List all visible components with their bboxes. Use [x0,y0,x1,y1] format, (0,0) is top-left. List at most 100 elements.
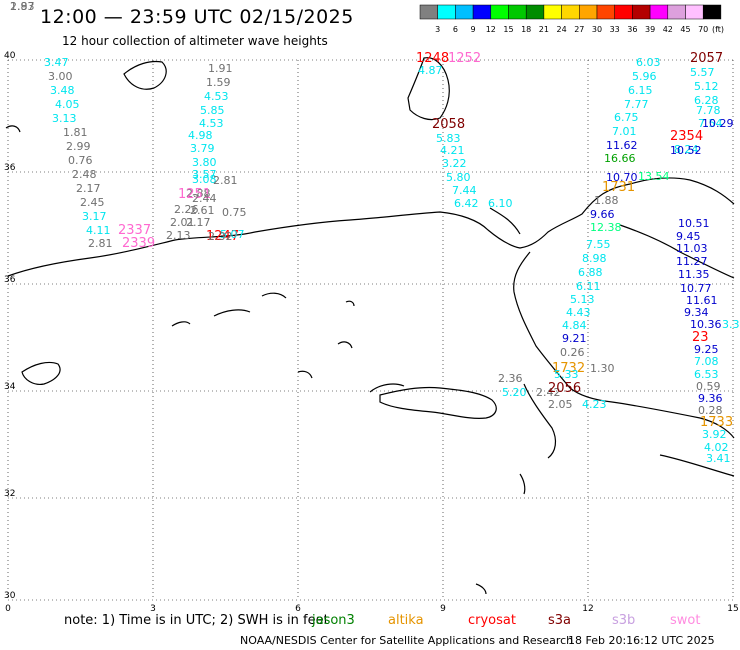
colorbar-swatch [455,4,474,20]
colorbar-tick-label: 18 [521,25,531,34]
wave-height-value: 4.53 [204,90,229,103]
colorbar-tick-label: 70 [698,25,708,34]
wave-height-value: 7.78 [696,104,721,117]
colorbar-tick-label: 9 [471,25,476,34]
colorbar-swatch [632,4,651,20]
wave-height-value: 13.54 [638,170,670,183]
wave-height-value: 3.48 [50,84,75,97]
wave-height-value: 10.52 [670,144,702,157]
colorbar-tick-label: 24 [557,25,567,34]
wave-height-value: 3.32 [722,318,740,331]
wave-height-value: 2.44 [192,192,217,205]
wave-height-value: 9.34 [684,306,709,319]
x-tick-label: 12 [582,604,593,614]
pass-time-label: 2057 [690,51,723,66]
pass-time-label: 1251 [178,187,211,202]
wave-height-value: 6.03 [636,56,661,69]
wave-height-value: 7.54 [698,117,723,130]
y-tick-label: 36 [4,275,16,285]
pass-time-label: 1248 [416,51,449,66]
wave-height-value: 3.13 [52,112,77,125]
wave-height-value: 11.62 [606,139,638,152]
colorbar-swatch [702,4,722,20]
wave-height-value: 5.57 [690,66,715,79]
wave-height-value: 4.53 [199,117,224,130]
wave-height-value: 0.75 [222,206,247,219]
wave-height-value: 8.98 [582,252,607,265]
wave-height-labels: 3.473.003.484.053.131.812.990.762.482.17… [10,0,740,465]
wave-height-value: 4.11 [86,224,111,237]
wave-height-value: 1.81 [63,126,88,139]
wave-height-value: 5.80 [446,171,471,184]
page-title: 12:00 — 23:59 UTC 02/15/2025 [40,6,354,28]
satellite-legend-jason3: jason3 [312,613,355,628]
pass-time-label: 1731 [602,180,635,195]
colorbar-unit: (ft) [712,25,724,34]
x-tick-label: 3 [150,604,156,614]
wave-height-value: 11.27 [676,255,708,268]
wave-height-value: 10.70 [606,171,638,184]
footer-timestamp: 18 Feb 20:16:12 UTC 2025 [568,634,715,647]
wave-height-value: 5.07 [220,228,245,241]
wave-height-value: 9.45 [676,230,701,243]
satellite-legend-s3b: s3b [612,613,636,628]
wave-height-value: 1.91 [208,62,233,75]
pass-time-label: 1732 [552,361,585,376]
colorbar-swatch [685,4,704,20]
satellite-legend-cryosat: cryosat [468,613,516,628]
wave-height-value: 1.30 [590,362,615,375]
wave-height-value: 10.36 [690,318,722,331]
wave-height-value: 7.55 [586,238,611,251]
wave-height-value: 3.08 [192,173,217,186]
pass-time-label: 2339 [122,236,155,251]
wave-height-value: 3.22 [442,157,467,170]
colorbar-tick-label: 6 [453,25,458,34]
colorbar-swatch [490,4,509,20]
colorbar: 3 6 9 12 15 18 21 24 27 30 33 36 39 42 45 70 (ft) [419,4,724,34]
wave-height-value: 7.08 [694,355,719,368]
wave-height-value: 1.59 [206,76,231,89]
wave-height-value: 11.03 [676,242,708,255]
satellite-legend-s3a: s3a [548,613,572,628]
x-tick-label: 9 [440,604,446,614]
colorbar-swatch [667,4,686,20]
lat-lon-grid [7,59,734,601]
pass-time-label: 23 [692,330,709,345]
wave-height-value: 6.88 [578,266,603,279]
wave-height-value: 7.77 [624,98,649,111]
colorbar-swatch [614,4,633,20]
colorbar-tick-label: 21 [539,25,549,34]
wave-height-value: 4.05 [55,98,80,111]
page-subtitle: 12 hour collection of altimeter wave hei… [62,34,328,48]
pass-time-label: 2354 [670,129,703,144]
wave-height-value: 2.81 [88,237,113,250]
wave-height-value: 11.61 [686,294,718,307]
colorbar-tick-label: 45 [680,25,690,34]
wave-height-value: 2.17 [186,216,211,229]
colorbar-tick-label: 27 [574,25,584,34]
wave-height-value: 10.29 [702,117,734,130]
colorbar-swatch [579,4,598,20]
wave-height-value: 2.13 [166,229,191,242]
pass-time-label: 1247 [206,229,239,244]
colorbar-tick-label: 42 [663,25,673,34]
wave-height-value: 0.26 [560,346,585,359]
wave-height-value: 3.57 [192,168,217,181]
y-tick-label: 40 [4,51,16,61]
wave-height-value: 2.05 [548,398,573,411]
wave-height-value: 6.15 [628,84,653,97]
wave-height-value: 2.36 [498,372,523,385]
wave-height-value: 2.99 [66,140,91,153]
wave-height-value: 6.53 [694,368,719,381]
wave-height-value: 4.98 [188,129,213,142]
wave-height-value: 10.51 [678,217,710,230]
wave-height-value: 4.43 [566,306,591,319]
wave-height-value: 5.12 [694,80,719,93]
wave-height-value: 3.80 [192,156,217,169]
wave-height-value: 2.26 [174,203,199,216]
wave-height-value: 6.11 [576,280,601,293]
colorbar-tick-label: 39 [645,25,655,34]
colorbar-swatch [543,4,562,20]
